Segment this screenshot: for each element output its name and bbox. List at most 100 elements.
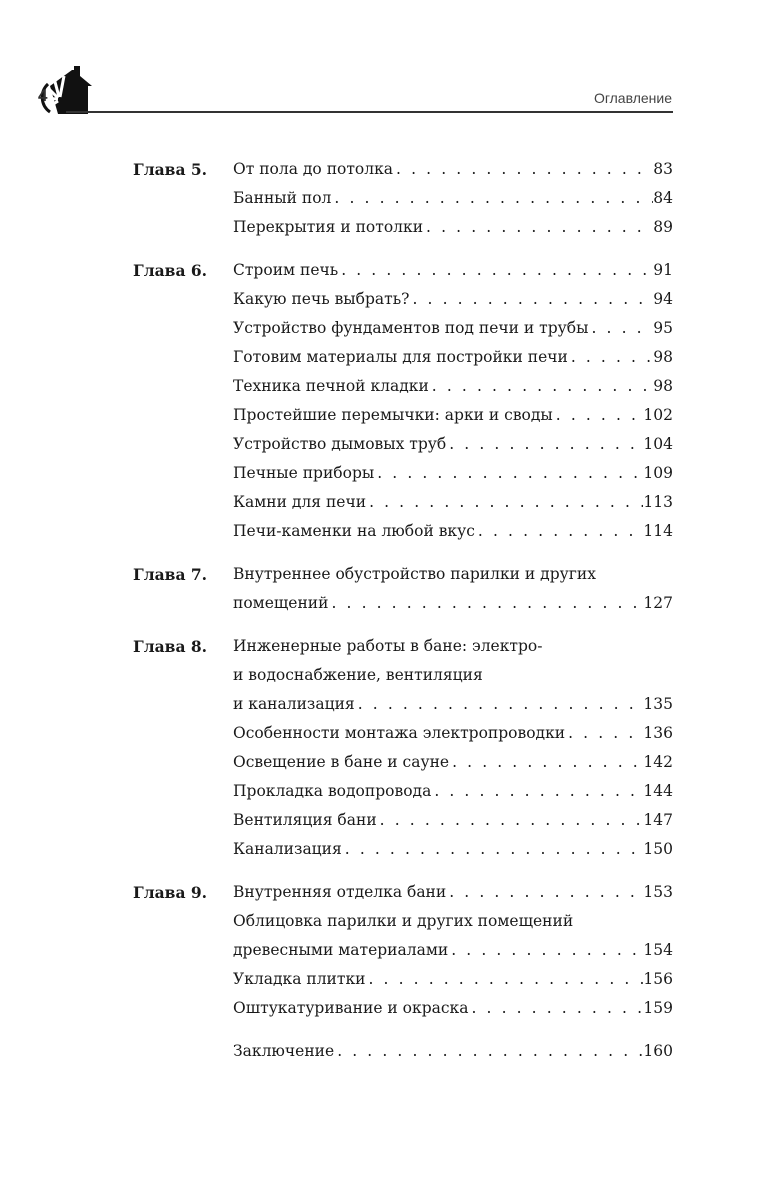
chapter-entries: Внутренняя отделка бани . . . . . . . . … bbox=[233, 878, 673, 1023]
toc-entry-line: Техника печной кладки . . . . . . . . . … bbox=[233, 372, 673, 401]
dot-leader: . . . . . . . . . . . . . . . . . . . . … bbox=[431, 377, 653, 395]
toc-entry-line: Готовим материалы для постройки печи . .… bbox=[233, 343, 673, 372]
entry-title: Устройство фундаментов под печи и трубы bbox=[233, 319, 589, 337]
dot-leader: . . . . . . . . . . . . . . . . . . . . … bbox=[341, 261, 653, 279]
toc-entry[interactable]: Особенности монтажа электропроводки . . … bbox=[233, 719, 673, 748]
toc-entry[interactable]: Устройство фундаментов под печи и трубы … bbox=[233, 314, 673, 343]
dot-leader: . . . . . . . . . . . . . . . . . . . . … bbox=[555, 406, 644, 424]
toc-entry[interactable]: Простейшие перемычки: арки и своды . . .… bbox=[233, 401, 673, 430]
toc-entry[interactable]: Вентиляция бани . . . . . . . . . . . . … bbox=[233, 806, 673, 835]
toc-entry[interactable]: Камни для печи . . . . . . . . . . . . .… bbox=[233, 488, 673, 517]
dot-leader: . . . . . . . . . . . . . . . . . . . . … bbox=[568, 724, 643, 742]
toc-entry[interactable]: Печи-каменки на любой вкус . . . . . . .… bbox=[233, 517, 673, 546]
toc-entry[interactable]: Готовим материалы для постройки печи . .… bbox=[233, 343, 673, 372]
toc-chapter: Глава 9. Внутренняя отделка бани . . . . … bbox=[133, 878, 673, 1023]
toc-entry[interactable]: Устройство дымовых труб . . . . . . . . … bbox=[233, 430, 673, 459]
page-number-ref: 147 bbox=[643, 811, 673, 829]
page-number-ref: 127 bbox=[643, 594, 673, 612]
chapter-entries: Заключение . . . . . . . . . . . . . . .… bbox=[233, 1037, 673, 1066]
toc-entry[interactable]: Укладка плитки . . . . . . . . . . . . .… bbox=[233, 965, 673, 994]
entry-title: Внутренняя отделка бани bbox=[233, 883, 447, 901]
page-number: 4 bbox=[38, 86, 48, 105]
toc-entry-line: Камни для печи . . . . . . . . . . . . .… bbox=[233, 488, 673, 517]
toc-entry[interactable]: Канализация . . . . . . . . . . . . . . … bbox=[233, 835, 673, 864]
entry-title: Облицовка парилки и других помещений bbox=[233, 912, 574, 930]
toc-entry-line: Облицовка парилки и других помещений bbox=[233, 907, 673, 936]
toc-entry[interactable]: Перекрытия и потолки . . . . . . . . . .… bbox=[233, 213, 673, 242]
toc-entry[interactable]: Прокладка водопровода . . . . . . . . . … bbox=[233, 777, 673, 806]
chapter-entries: Инженерные работы в бане: электро-и водо… bbox=[233, 632, 673, 864]
toc-entry[interactable]: Банный пол . . . . . . . . . . . . . . .… bbox=[233, 184, 673, 213]
toc-entry-line: Внутренняя отделка бани . . . . . . . . … bbox=[233, 878, 673, 907]
page-number-ref: 89 bbox=[653, 218, 673, 236]
entry-title: Устройство дымовых труб bbox=[233, 435, 447, 453]
chapter-label: Глава 7. bbox=[133, 565, 208, 584]
toc-entry-line: Какую печь выбрать? . . . . . . . . . . … bbox=[233, 285, 673, 314]
running-title: Оглавление bbox=[593, 90, 672, 106]
entry-title: Печные приборы bbox=[233, 464, 375, 482]
toc-entry-line: и канализация . . . . . . . . . . . . . … bbox=[233, 690, 673, 719]
dot-leader: . . . . . . . . . . . . . . . . . . . . … bbox=[344, 840, 644, 858]
entry-title: и водоснабжение, вентиляция bbox=[233, 666, 483, 684]
dot-leader: . . . . . . . . . . . . . . . . . . . . … bbox=[377, 464, 643, 482]
toc-entry[interactable]: Техника печной кладки . . . . . . . . . … bbox=[233, 372, 673, 401]
toc-entry-line: Оштукатуривание и окраска . . . . . . . … bbox=[233, 994, 673, 1023]
toc-entry[interactable]: Оштукатуривание и окраска . . . . . . . … bbox=[233, 994, 673, 1023]
entry-title: Особенности монтажа электропроводки bbox=[233, 724, 566, 742]
toc-entry-line: Строим печь . . . . . . . . . . . . . . … bbox=[233, 256, 673, 285]
page-number-ref: 153 bbox=[643, 883, 673, 901]
toc-chapter: Заключение . . . . . . . . . . . . . . .… bbox=[133, 1037, 673, 1066]
toc-entry[interactable]: Облицовка парилки и других помещений древ… bbox=[233, 907, 673, 965]
chapter-label: Глава 6. bbox=[133, 261, 208, 280]
entry-title: Освещение в бане и сауне bbox=[233, 753, 450, 771]
toc-entry[interactable]: Заключение . . . . . . . . . . . . . . .… bbox=[233, 1037, 673, 1066]
page-number-ref: 114 bbox=[643, 522, 673, 540]
entry-title: Инженерные работы в бане: электро- bbox=[233, 637, 543, 655]
dot-leader: . . . . . . . . . . . . . . . . . . . . … bbox=[449, 435, 643, 453]
toc-entry[interactable]: Строим печь . . . . . . . . . . . . . . … bbox=[233, 256, 673, 285]
toc-entry[interactable]: Освещение в бане и сауне . . . . . . . .… bbox=[233, 748, 673, 777]
toc-entry[interactable]: Какую печь выбрать? . . . . . . . . . . … bbox=[233, 285, 673, 314]
page-number-ref: 142 bbox=[643, 753, 673, 771]
toc-chapter: Глава 5. От пола до потолка . . . . . . .… bbox=[133, 155, 673, 242]
toc-entry[interactable]: Печные приборы . . . . . . . . . . . . .… bbox=[233, 459, 673, 488]
dot-leader: . . . . . . . . . . . . . . . . . . . . … bbox=[451, 941, 643, 959]
entry-title: Банный пол bbox=[233, 189, 332, 207]
toc-entry-line: Заключение . . . . . . . . . . . . . . .… bbox=[233, 1037, 673, 1066]
dot-leader: . . . . . . . . . . . . . . . . . . . . … bbox=[449, 883, 643, 901]
page-number-ref: 150 bbox=[643, 840, 673, 858]
entry-title: Простейшие перемычки: арки и своды bbox=[233, 406, 553, 424]
toc-entry[interactable]: Инженерные работы в бане: электро-и водо… bbox=[233, 632, 673, 719]
toc-entry-line: Перекрытия и потолки . . . . . . . . . .… bbox=[233, 213, 673, 242]
page-number-ref: 160 bbox=[643, 1042, 673, 1060]
entry-title: Вентиляция бани bbox=[233, 811, 377, 829]
entry-title: помещений bbox=[233, 594, 329, 612]
entry-title: Укладка плитки bbox=[233, 970, 366, 988]
dot-leader: . . . . . . . . . . . . . . . . . . . . … bbox=[334, 189, 653, 207]
toc-entry-line: От пола до потолка . . . . . . . . . . .… bbox=[233, 155, 673, 184]
entry-title: Готовим материалы для постройки печи bbox=[233, 348, 568, 366]
header-divider bbox=[66, 111, 673, 113]
dot-leader: . . . . . . . . . . . . . . . . . . . . … bbox=[471, 999, 643, 1017]
entry-title: Внутреннее обустройство парилки и других bbox=[233, 565, 596, 583]
toc-entry-line: Простейшие перемычки: арки и своды . . .… bbox=[233, 401, 673, 430]
entry-title: От пола до потолка bbox=[233, 160, 394, 178]
toc-entry-line: древесными материалами . . . . . . . . .… bbox=[233, 936, 673, 965]
toc-entry-line: Особенности монтажа электропроводки . . … bbox=[233, 719, 673, 748]
toc-chapter: Глава 8. Инженерные работы в бане: электр… bbox=[133, 632, 673, 864]
toc-entry-line: Печи-каменки на любой вкус . . . . . . .… bbox=[233, 517, 673, 546]
toc-entry-line: и водоснабжение, вентиляция bbox=[233, 661, 673, 690]
dot-leader: . . . . . . . . . . . . . . . . . . . . … bbox=[434, 782, 643, 800]
dot-leader: . . . . . . . . . . . . . . . . . . . . … bbox=[591, 319, 653, 337]
toc-entry[interactable]: От пола до потолка . . . . . . . . . . .… bbox=[233, 155, 673, 184]
toc-entry[interactable]: Внутреннее обустройство парилки и других… bbox=[233, 560, 673, 618]
entry-title: Строим печь bbox=[233, 261, 339, 279]
dot-leader: . . . . . . . . . . . . . . . . . . . . … bbox=[426, 218, 653, 236]
dot-leader: . . . . . . . . . . . . . . . . . . . . … bbox=[412, 290, 653, 308]
toc-entry-line: Устройство фундаментов под печи и трубы … bbox=[233, 314, 673, 343]
toc-entry[interactable]: Внутренняя отделка бани . . . . . . . . … bbox=[233, 878, 673, 907]
page-number-ref: 154 bbox=[643, 941, 673, 959]
page-number-ref: 156 bbox=[643, 970, 673, 988]
toc-entry-line: Канализация . . . . . . . . . . . . . . … bbox=[233, 835, 673, 864]
entry-title: Прокладка водопровода bbox=[233, 782, 432, 800]
